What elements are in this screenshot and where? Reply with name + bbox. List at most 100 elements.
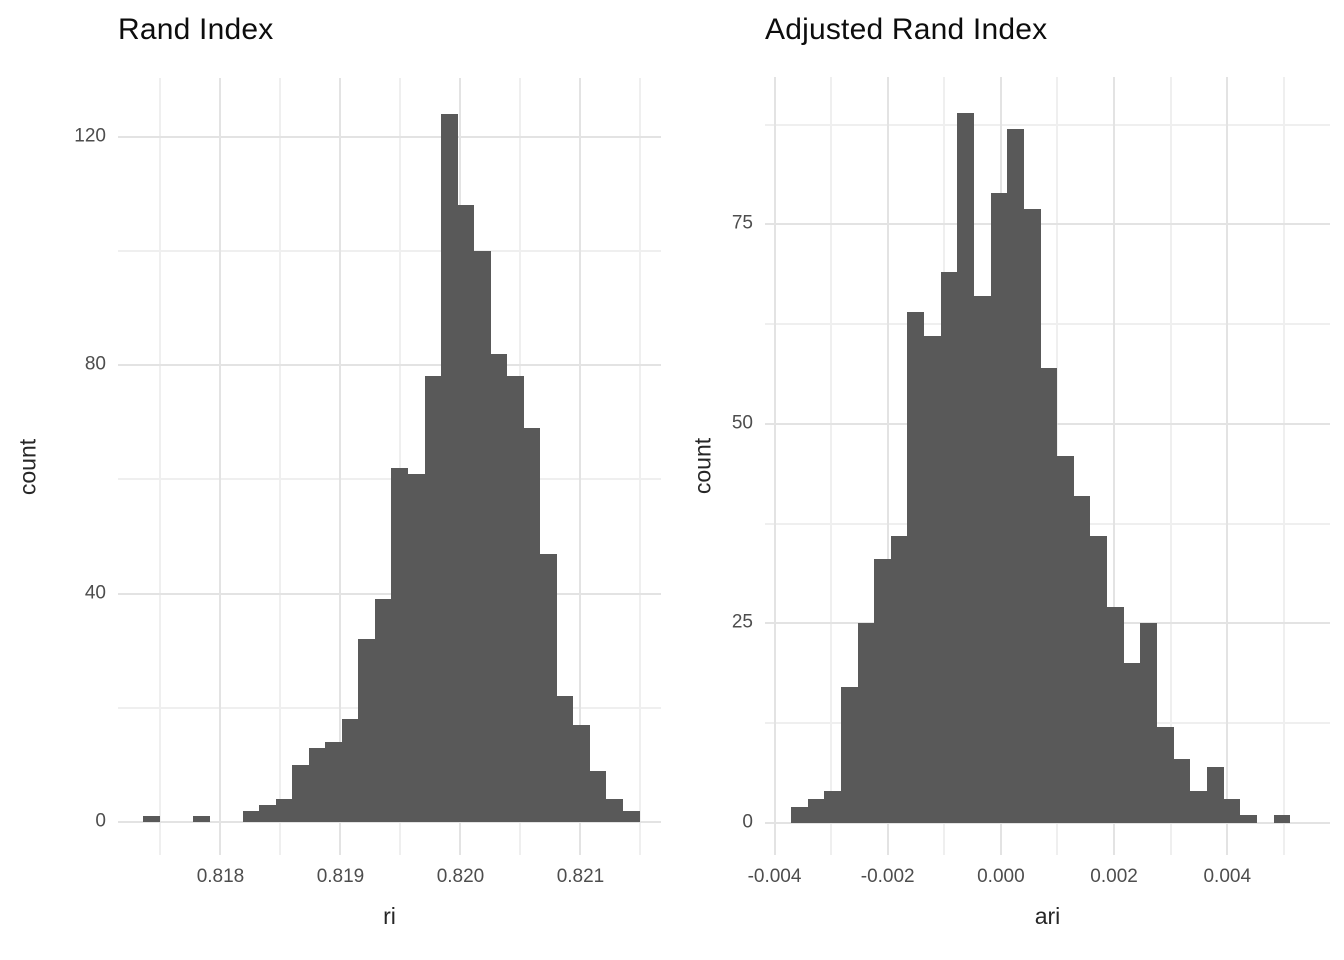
histogram-bar <box>1041 368 1057 823</box>
gridline-major-h <box>118 364 661 367</box>
histogram-bar <box>1240 814 1257 823</box>
gridline-major-v <box>773 77 776 855</box>
histogram-bar <box>507 376 524 822</box>
histogram-bar <box>841 687 858 823</box>
gridline-major-v <box>1113 77 1116 855</box>
histogram-bar <box>243 810 259 822</box>
y-tick-label: 0 <box>742 811 753 833</box>
histogram-bar <box>1224 798 1240 823</box>
x-axis-title: ri <box>383 903 396 929</box>
x-tick-label: 0.821 <box>556 866 605 887</box>
histogram-bar <box>991 192 1007 823</box>
histogram-bar <box>590 770 606 822</box>
histogram-bar <box>791 806 808 823</box>
y-tick-label: 50 <box>731 412 753 434</box>
histogram-bar <box>524 427 540 822</box>
histogram-panel <box>765 77 1330 855</box>
gridline-major-h <box>765 223 1330 226</box>
y-tick-label: 120 <box>74 125 106 147</box>
y-tick-label: 80 <box>84 353 106 375</box>
histogram-bar <box>907 312 924 823</box>
gridline-major-v <box>886 77 889 855</box>
gridline-minor-h <box>765 323 1330 326</box>
histogram-bar <box>1274 814 1290 823</box>
x-tick-label: 0.820 <box>436 866 485 887</box>
histogram-bar <box>557 696 573 822</box>
histogram-bar <box>1174 758 1190 823</box>
histogram-bar <box>891 535 907 823</box>
histogram-bar <box>573 724 590 822</box>
plot-title: Adjusted Rand Index <box>765 13 1048 46</box>
gridline-major-h <box>118 135 661 138</box>
x-axis-title: ari <box>1034 903 1061 929</box>
gridline-major-v <box>339 78 342 855</box>
x-tick-label: 0.004 <box>1203 866 1252 887</box>
gridline-minor-v <box>639 78 642 855</box>
histogram-bar <box>458 205 474 822</box>
histogram-bar <box>1057 455 1074 823</box>
histogram-bar <box>375 599 391 822</box>
histogram-bar <box>1007 128 1024 823</box>
histogram-bar <box>606 799 623 822</box>
histogram-bar <box>1074 495 1090 823</box>
x-tick-label: 0.818 <box>196 866 245 887</box>
y-tick-label: 0 <box>95 810 106 832</box>
histogram-bar <box>1140 623 1157 823</box>
histogram-bar <box>474 250 491 822</box>
histogram-bar <box>143 816 160 822</box>
gridline-minor-v <box>159 78 162 855</box>
histogram-bar <box>358 639 375 822</box>
histogram-bar <box>540 553 557 822</box>
gridline-minor-v <box>830 77 833 855</box>
histogram-bar <box>1107 607 1124 823</box>
histogram-bar <box>808 798 824 823</box>
gridline-major-v <box>219 78 222 855</box>
histogram-bar <box>1157 726 1174 823</box>
x-tick-label: -0.002 <box>860 866 915 887</box>
histogram-bar <box>1024 208 1041 823</box>
gridline-minor-h <box>118 478 661 481</box>
gridline-minor-v <box>1282 77 1285 855</box>
histogram-bar <box>941 272 957 823</box>
histogram-bar <box>858 623 874 823</box>
x-tick-label: 0.002 <box>1090 866 1138 887</box>
histogram-bar <box>292 764 309 822</box>
plot-title: Rand Index <box>118 13 274 46</box>
gridline-major-v <box>579 78 582 855</box>
histogram-bar <box>974 296 991 823</box>
y-axis-title: count <box>689 437 716 495</box>
y-tick-label: 25 <box>731 611 753 633</box>
histogram-bar <box>309 747 325 822</box>
gridline-minor-v <box>1169 77 1172 855</box>
gridline-minor-v <box>399 78 402 855</box>
x-tick-label: 0.000 <box>977 866 1025 887</box>
histogram-bar <box>1090 535 1107 823</box>
histogram-bar <box>259 804 276 822</box>
histogram-bar <box>623 810 640 822</box>
histogram-bar <box>408 473 425 822</box>
histogram-panel <box>118 78 661 855</box>
histogram-bar <box>1207 766 1224 823</box>
y-tick-label: 40 <box>84 582 106 604</box>
histogram-bar <box>1124 663 1140 823</box>
histogram-bar <box>824 790 841 823</box>
histogram-bar <box>441 113 458 822</box>
gridline-major-v <box>1226 77 1229 855</box>
gridline-major-h <box>118 592 661 595</box>
histogram-bar <box>491 353 507 822</box>
histogram-bar <box>1190 790 1207 823</box>
x-tick-label: 0.819 <box>316 866 365 887</box>
histogram-bar <box>924 336 941 823</box>
histogram-bar <box>391 467 408 822</box>
gridline-minor-h <box>765 123 1330 126</box>
histogram-bar <box>874 559 891 823</box>
histogram-bar <box>193 816 210 822</box>
gridline-minor-h <box>118 249 661 252</box>
histogram-bar <box>325 742 342 822</box>
histogram-bar <box>957 112 974 823</box>
y-tick-label: 75 <box>731 213 753 235</box>
histogram-bar <box>342 719 358 822</box>
